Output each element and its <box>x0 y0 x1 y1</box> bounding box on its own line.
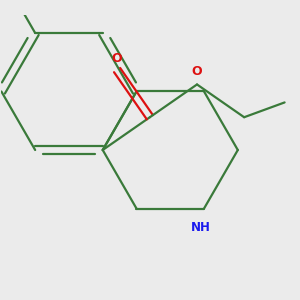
Text: O: O <box>192 65 202 78</box>
Text: O: O <box>112 52 122 65</box>
Text: NH: NH <box>191 221 211 234</box>
